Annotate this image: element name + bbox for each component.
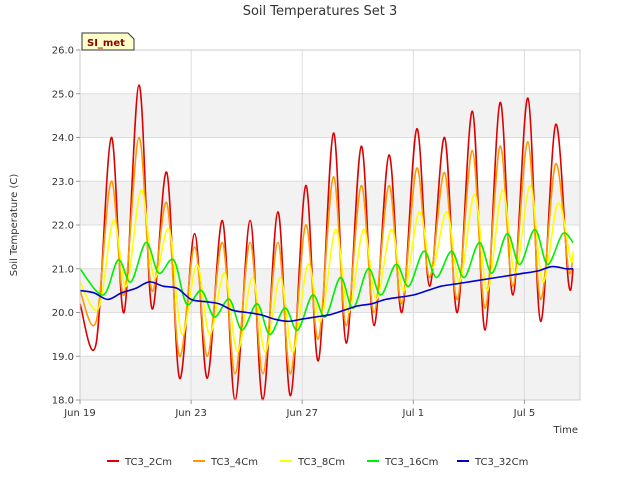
- x-axis-ticks: Jun 19 Jun 23 Jun 27 Jul 1 Jul 5: [63, 400, 535, 419]
- y-tick-label: 22.0: [52, 221, 74, 232]
- series-line-tc3-4cm: [79, 136, 574, 375]
- y-axis-ticks: 18.0 19.0 20.0 21.0 22.0 23.0 24.0 25.0 26.0: [52, 46, 80, 407]
- annotation-label: SI_met: [87, 38, 125, 49]
- legend-label-tc3-2cm: TC3_2Cm: [124, 457, 172, 468]
- series-line-tc3-2cm: [79, 84, 574, 401]
- y-tick-label: 25.0: [52, 89, 74, 100]
- x-tick-label: Jun 23: [174, 408, 207, 419]
- y-tick-label: 18.0: [52, 396, 74, 407]
- chart-title: Soil Temperatures Set 3: [243, 4, 398, 19]
- series-line-tc3-8cm: [79, 184, 574, 353]
- y-tick-label: 26.0: [52, 46, 74, 57]
- annotation-box: [81, 32, 135, 51]
- y-tick-label: 19.0: [52, 352, 74, 363]
- legend-label-tc3-16cm: TC3_16Cm: [384, 457, 438, 468]
- x-tick-label: Jun 19: [63, 408, 96, 419]
- x-tick-label: Jul 1: [402, 408, 425, 419]
- background-band: [80, 93, 580, 138]
- background-band: [80, 356, 580, 400]
- y-tick-label: 24.0: [52, 133, 74, 144]
- series-line-tc3-32cm: [79, 265, 574, 323]
- legend: TC3_2Cm TC3_4Cm TC3_8Cm TC3_16Cm TC3_32Cm: [107, 457, 528, 468]
- x-axis-label: Time: [553, 425, 578, 436]
- site-annotation: SI_met: [81, 32, 135, 51]
- y-axis-label: Soil Temperature (C): [9, 174, 20, 277]
- legend-label-tc3-8cm: TC3_8Cm: [297, 457, 345, 468]
- series-line-tc3-16cm: [79, 228, 574, 336]
- y-tick-label: 23.0: [52, 177, 74, 188]
- x-tick-label: Jun 27: [285, 408, 318, 419]
- legend-label-tc3-32cm: TC3_32Cm: [474, 457, 528, 468]
- series-lines: [79, 84, 574, 401]
- legend-label-tc3-4cm: TC3_4Cm: [210, 457, 258, 468]
- y-tick-label: 21.0: [52, 264, 74, 275]
- y-tick-label: 20.0: [52, 308, 74, 319]
- x-tick-label: Jul 5: [513, 408, 536, 419]
